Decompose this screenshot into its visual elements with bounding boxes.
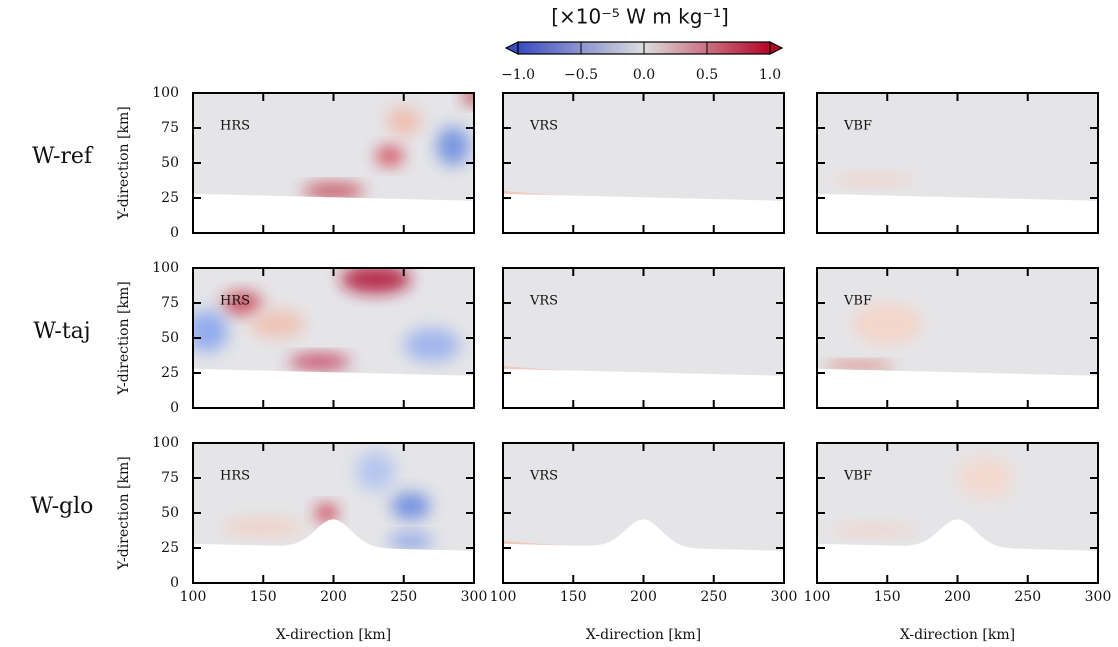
field-feature [462,93,474,105]
field-background [503,268,784,376]
field-background [817,93,1098,201]
field-feature [831,174,916,186]
field [503,268,784,376]
field-feature [340,268,411,294]
row-label: W-taj [33,319,90,344]
field-feature [288,354,351,369]
field [193,268,474,376]
field-feature [403,328,460,362]
x-tick-label: 150 [560,589,587,605]
x-tick-label: 200 [320,589,347,605]
field [193,93,474,201]
colorbar-tick-label: 1.0 [759,67,781,83]
x-tick-label: 200 [630,589,657,605]
x-tick-label: 100 [804,589,831,605]
colorbar-title: [×10⁻⁵ W m kg⁻¹] [551,5,729,29]
field-feature [249,310,306,338]
field [817,443,1098,551]
panel-label: VRS [529,294,558,309]
field [503,93,784,201]
y-tick-label: 100 [152,260,179,276]
x-tick-label: 150 [874,589,901,605]
y-tick-label: 0 [170,575,179,591]
x-axis-label: X-direction [km] [586,627,701,643]
panel-label: HRS [220,294,250,309]
panel-label: HRS [220,469,250,484]
field [817,268,1098,376]
field-feature [355,451,396,491]
y-tick-label: 50 [161,155,179,171]
y-tick-label: 50 [161,330,179,346]
field-feature [315,504,338,522]
colorbar-tick-label: −1.0 [501,67,535,83]
field-feature [222,291,262,315]
y-tick-label: 25 [161,190,179,206]
colorbar-extend-high [769,41,784,55]
x-tick-label: 200 [944,589,971,605]
field [817,93,1098,201]
colorbar-extend-low [504,41,519,55]
panel-label: VRS [529,119,558,134]
field-feature [193,310,229,352]
x-axis-label: X-direction [km] [276,627,391,643]
field-feature [221,518,306,536]
panel-label: HRS [220,119,250,134]
field-feature [386,107,421,135]
colorbar-tick-label: 0.0 [633,67,655,83]
y-tick-label: 75 [161,470,179,486]
y-axis-label: Y-direction [km] [116,281,132,395]
x-tick-label: 100 [490,589,517,605]
field-background [193,93,474,201]
y-axis-label: Y-direction [km] [116,106,132,220]
y-tick-label: 75 [161,295,179,311]
y-tick-label: 100 [152,435,179,451]
field-background [503,443,784,551]
field-feature [391,492,431,520]
x-axis-label: X-direction [km] [900,627,1015,643]
y-tick-label: 75 [161,120,179,136]
field-feature [852,303,923,345]
x-tick-label: 300 [771,589,798,605]
x-tick-label: 300 [1085,589,1112,605]
field-feature [824,361,895,371]
y-axis-label: Y-direction [km] [116,456,132,570]
y-tick-label: 0 [170,400,179,416]
colorbar-tick-label: 0.5 [696,67,718,83]
y-tick-label: 0 [170,225,179,241]
field-background [503,93,784,201]
row-label: W-glo [31,494,94,519]
field-feature [302,184,365,198]
field [193,443,474,551]
x-tick-label: 250 [1014,589,1041,605]
panel-label: VBF [843,469,872,484]
panel-label: VBF [843,294,872,309]
x-tick-label: 100 [180,589,207,605]
field-feature [436,126,470,166]
x-tick-label: 250 [700,589,727,605]
colorbar-tick-label: −0.5 [564,67,598,83]
field-feature [831,524,916,536]
x-tick-label: 300 [461,589,488,605]
field-background [817,268,1098,376]
field-feature [375,146,404,166]
y-tick-label: 25 [161,365,179,381]
x-tick-label: 150 [250,589,277,605]
y-tick-label: 50 [161,505,179,521]
x-tick-label: 250 [390,589,417,605]
field-background [817,443,1098,551]
y-tick-label: 100 [152,85,179,101]
field-feature [957,457,1014,499]
y-tick-label: 25 [161,540,179,556]
field [503,443,784,551]
panel-label: VBF [843,119,872,134]
field-feature [388,534,434,548]
row-label: W-ref [32,144,94,169]
panel-label: VRS [529,469,558,484]
